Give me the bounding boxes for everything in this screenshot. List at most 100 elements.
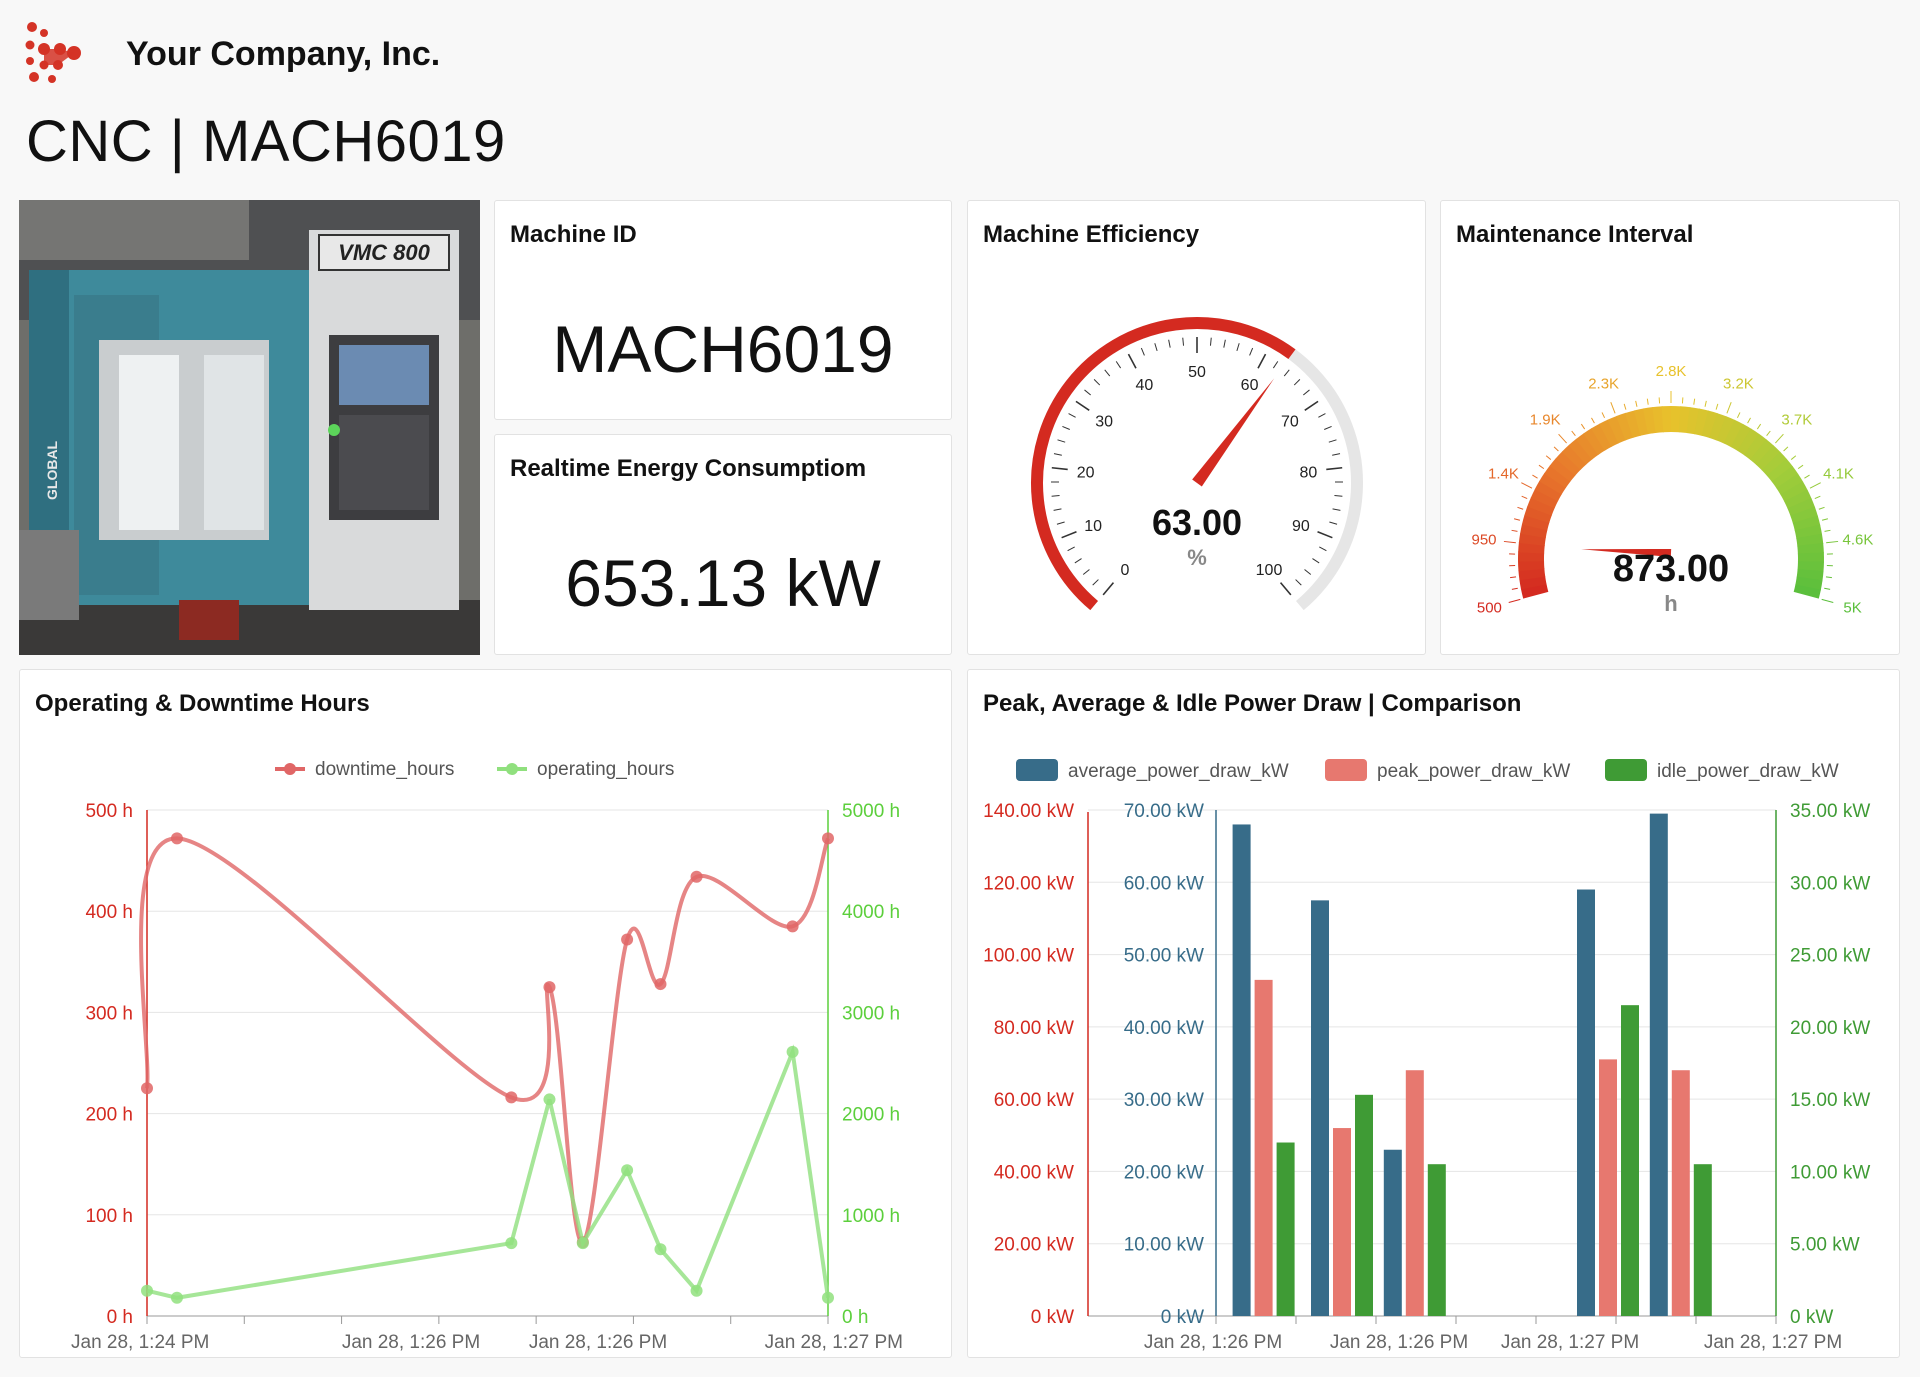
left-axis-tick-label: 400 h [85,902,133,923]
data-point-downtime_hours [505,1091,518,1104]
efficiency-tick [1104,369,1111,377]
right-axis-tick-label: 0 h [842,1307,868,1328]
maintenance-tick [1756,423,1762,430]
maintenance-tick-label: 2.8K [1656,363,1687,380]
efficiency-tick [1115,361,1122,369]
maintenance-arc-segment [1743,433,1767,461]
maintenance-tick [1558,433,1567,444]
data-point-operating_hours [170,1291,183,1304]
maintenance-arc-segment [1583,428,1606,456]
efficiency-tick [1326,466,1343,471]
left-axis-tick-label: 40.00 kW [994,1162,1074,1183]
right-axis-tick-label: 10.00 kW [1790,1162,1870,1183]
efficiency-tick [1182,337,1185,346]
legend-swatch-peak_power_draw_kW [1325,759,1367,781]
maintenance-arc-segment [1591,423,1613,451]
data-point-operating_hours [822,1291,834,1304]
maintenance-arc-segment [1761,451,1788,477]
maintenance-tick [1538,464,1545,470]
maintenance-arc-segment [1568,438,1593,465]
data-point-downtime_hours [786,920,799,933]
maintenance-value: 873.00 [1613,548,1729,590]
data-point-operating_hours [543,1093,556,1106]
maintenance-tick [1824,587,1831,590]
maintenance-tick [1825,576,1832,579]
maintenance-arc-segment [1730,423,1752,452]
data-point-downtime_hours [170,832,183,845]
machine-photo: VMC 800 GLOBAL [19,200,480,655]
maintenance-tick [1532,474,1538,479]
series-line-operating_hours [146,1044,830,1300]
maintenance-arc-segment [1723,419,1744,448]
maintenance-arc-segment [1518,532,1546,546]
efficiency-tick [1140,347,1145,356]
legend-label-peak_power_draw_kW: peak_power_draw_kW [1377,761,1570,782]
maintenance-tick [1704,400,1707,407]
maintenance-tick [1804,474,1810,479]
bar-peak_power_draw_kW [1671,1070,1690,1316]
mid-axis-tick-label: 10.00 kW [1124,1235,1204,1256]
right-axis-tick-label: 15.00 kW [1790,1090,1870,1111]
maintenance-tick-label: 5K [1843,600,1861,617]
maintenance-tick-label: 4.6K [1843,531,1874,548]
maintenance-arc-segment [1599,419,1620,447]
efficiency-tick [1209,337,1212,346]
power-chart: average_power_draw_kW peak_power_draw_kW i… [983,759,1870,1353]
efficiency-tick [1319,546,1327,552]
maintenance-tick-label: 1.9K [1530,411,1561,428]
company-logo-icon [25,22,81,83]
legend-marker-downtime_hours [284,763,296,775]
bar-peak_power_draw_kW [1333,1128,1351,1316]
legend-marker-operating_hours [506,763,518,775]
efficiency-tick-label: 10 [1084,518,1102,535]
machine-brand-label: GLOBAL [44,440,60,500]
maintenance-tick [1775,433,1784,444]
maintenance-arc-segment [1607,415,1627,444]
data-point-operating_hours [505,1237,518,1250]
right-axis-tick-label: 5.00 kW [1790,1235,1860,1256]
efficiency-tick-label: 60 [1241,377,1259,394]
bar-idle_power_draw_kW [1276,1142,1295,1316]
maintenance-tick [1693,398,1696,405]
efficiency-tick [1056,521,1065,525]
maintenance-tick [1508,598,1521,603]
left-axis-tick-label: 140.00 kW [983,801,1074,822]
right-axis-tick-label: 0 kW [1790,1307,1833,1328]
bar-idle_power_draw_kW [1693,1164,1712,1316]
efficiency-tick [1332,453,1341,456]
maintenance-arc-segment [1793,584,1821,599]
maintenance-tick [1511,587,1518,590]
maintenance-tick [1826,540,1839,544]
maintenance-tick [1824,529,1831,532]
efficiency-tick [1257,353,1267,369]
efficiency-tick-label: 40 [1136,377,1154,394]
left-axis-tick-label: 0 kW [1031,1307,1074,1328]
bar-average_power_draw_kW [1383,1149,1402,1316]
x-axis-label: Jan 28, 1:26 PM [1144,1332,1282,1353]
legend-swatch-average_power_draw_kW [1016,759,1058,781]
maintenance-arc-segment [1780,481,1808,503]
maintenance-tick [1521,482,1533,489]
maintenance-tick [1797,464,1804,470]
maintenance-tick [1736,412,1741,419]
efficiency-tick [1053,453,1062,456]
maintenance-tick [1517,506,1524,510]
maintenance-tick-label: 1.4K [1488,466,1519,483]
energy-value: 653.13 kW [565,546,881,620]
legend-label-operating_hours: operating_hours [537,759,674,780]
maintenance-arc-segment [1796,533,1824,547]
efficiency-tick [1102,582,1115,596]
maintenance-tick [1511,529,1518,532]
page-title: CNC | MACH6019 [26,109,506,174]
maintenance-arc-segment [1643,407,1657,435]
efficiency-tick-label: 20 [1077,464,1095,481]
efficiency-tick [1168,339,1171,348]
mid-axis-tick-label: 0 kW [1161,1307,1204,1328]
maintenance-tick-label: 950 [1472,531,1497,548]
maintenance-tick [1821,518,1829,521]
maintenance-tick [1821,598,1834,603]
efficiency-tick [1093,379,1101,386]
data-point-downtime_hours [690,870,703,883]
hours-chart: downtime_hours operating_hours 0 h 0 h 100 h… [71,759,903,1353]
efficiency-tick [1068,413,1076,418]
